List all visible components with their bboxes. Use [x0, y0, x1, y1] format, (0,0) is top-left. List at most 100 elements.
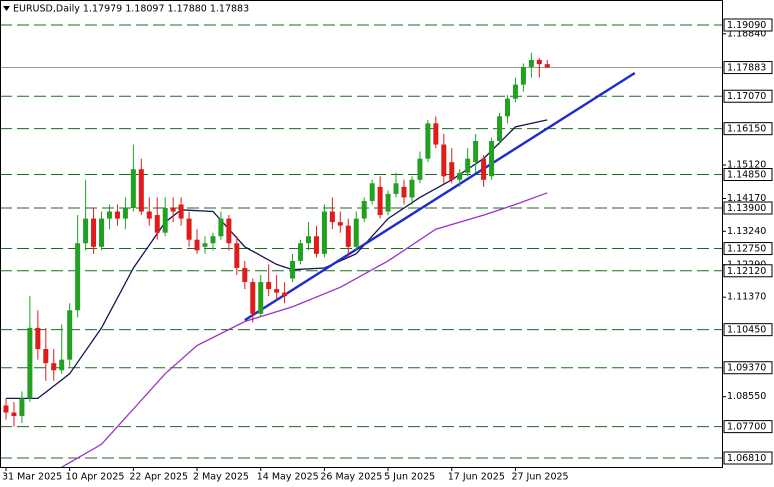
- x-tick-label: 10 Apr 2025: [66, 472, 125, 483]
- level-label: 1.12120: [727, 266, 766, 277]
- candle-body: [290, 260, 296, 279]
- candle-body: [186, 218, 192, 240]
- level-box: [723, 420, 773, 434]
- y-tick-label: 1.15120: [727, 159, 766, 170]
- candle-body: [497, 116, 503, 142]
- candle-body: [353, 218, 359, 247]
- x-tick-label: 17 Jun 2025: [448, 472, 505, 483]
- candle-body: [170, 208, 176, 212]
- candle-body: [274, 289, 280, 293]
- level-box: [723, 323, 773, 337]
- candle-body: [114, 211, 120, 219]
- candle-body: [417, 158, 423, 180]
- level-label: 1.07700: [727, 422, 766, 433]
- candle-body: [242, 267, 248, 283]
- level-box: [723, 89, 773, 103]
- candle-body: [122, 208, 128, 219]
- candle-body: [361, 200, 367, 219]
- candle-body: [258, 282, 264, 314]
- candle-body: [51, 363, 57, 371]
- candle-body: [329, 211, 335, 223]
- candles: [3, 52, 550, 427]
- candle-body: [59, 359, 65, 371]
- level-label: 1.06810: [727, 453, 766, 464]
- candle-body: [35, 327, 41, 350]
- overlay-line: [244, 71, 636, 322]
- level-label: 1.10450: [727, 325, 766, 336]
- candle-body: [178, 204, 184, 219]
- candle-body: [298, 243, 304, 261]
- x-tick-label: 5 Jun 2025: [384, 472, 435, 483]
- candle-body: [481, 158, 487, 180]
- candle-body: [409, 179, 415, 198]
- x-tick-label: 31 Mar 2025: [2, 472, 62, 483]
- candle-body: [3, 405, 9, 413]
- y-tick-label: 1.14170: [727, 193, 766, 204]
- candle-body: [11, 412, 17, 417]
- candle-body: [337, 222, 343, 226]
- level-label: 1.14850: [727, 170, 766, 181]
- candle-body: [75, 243, 81, 311]
- candle-body: [544, 64, 550, 68]
- candle-body: [226, 218, 232, 244]
- level-box: [723, 122, 773, 136]
- candle-body: [512, 84, 518, 99]
- candle-body: [67, 310, 73, 360]
- axis: 1.188401.151201.141701.132401.122901.113…: [2, 18, 773, 483]
- plot-frame: [0, 0, 723, 468]
- candle-body: [425, 123, 431, 159]
- candle-body: [504, 98, 510, 117]
- overlay-line: [61, 192, 548, 468]
- candle-body: [313, 236, 319, 254]
- x-tick-label: 27 Jun 2025: [511, 472, 568, 483]
- candle-body: [321, 211, 327, 254]
- chart-title: EURUSD,Daily 1.17979 1.18097 1.17880 1.1…: [13, 4, 249, 15]
- last-price-box: [723, 61, 773, 75]
- level-label: 1.12750: [727, 244, 766, 255]
- level-box: [723, 168, 773, 182]
- candle-body: [345, 225, 351, 247]
- x-tick-label: 22 Apr 2025: [129, 472, 188, 483]
- candle-body: [305, 236, 311, 244]
- candle-body: [449, 162, 455, 180]
- candle-body: [210, 236, 216, 244]
- y-tick-label: 1.11370: [727, 292, 766, 303]
- candle-body: [401, 186, 407, 198]
- candle-body: [106, 211, 112, 219]
- level-label: 1.19090: [727, 20, 766, 31]
- candle-body: [91, 218, 97, 247]
- candle-body: [83, 218, 89, 244]
- candle-body: [202, 243, 208, 247]
- candle-body: [520, 66, 526, 85]
- candle-body: [99, 218, 105, 247]
- candle-body: [146, 211, 152, 219]
- candle-body: [393, 183, 399, 194]
- level-label: 1.17070: [727, 91, 766, 102]
- x-tick-label: 14 May 2025: [257, 472, 319, 483]
- level-label: 1.09370: [727, 363, 766, 374]
- candle-body: [282, 292, 288, 297]
- candle-body: [27, 327, 33, 399]
- candle-body: [433, 123, 439, 145]
- y-tick-label: 1.13240: [727, 226, 766, 237]
- candle-body: [473, 141, 479, 163]
- candle-body: [19, 398, 25, 417]
- candle-body: [536, 59, 542, 65]
- level-box: [723, 451, 773, 465]
- candle-body: [162, 208, 168, 233]
- level-box: [723, 264, 773, 278]
- candle-body: [194, 239, 200, 251]
- y-tick-label: 1.08550: [727, 391, 766, 402]
- candle-body: [266, 282, 272, 290]
- level-box: [723, 18, 773, 32]
- y-tick-label: 1.18840: [727, 28, 766, 39]
- last-price-label: 1.17883: [727, 63, 766, 74]
- candle-body: [250, 282, 256, 314]
- candle-body: [377, 186, 383, 216]
- level-label: 1.16150: [727, 124, 766, 135]
- candle-body: [369, 183, 375, 201]
- menu-arrow[interactable]: [3, 6, 10, 11]
